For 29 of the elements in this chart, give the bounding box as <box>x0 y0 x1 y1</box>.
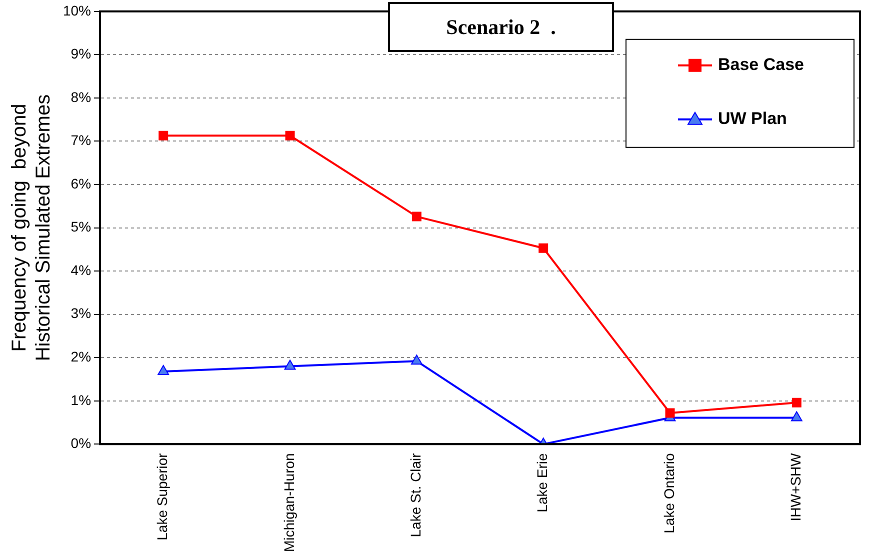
legend-label: UW Plan <box>718 109 787 128</box>
point <box>158 364 170 375</box>
y-tick-label: 2% <box>70 348 92 364</box>
point <box>792 398 802 408</box>
x-tick-label: Lake Ontario <box>660 452 677 534</box>
legend-label: Base Case <box>718 55 804 74</box>
x-tick-label: IHW+SHW <box>788 452 804 522</box>
point <box>790 411 802 422</box>
y-tick-label: 0% <box>70 435 92 452</box>
x-tick-label: Michigan-Huron <box>280 453 297 552</box>
y-tick-label: 7% <box>70 132 92 148</box>
y-tick-label: 8% <box>70 88 92 105</box>
point <box>158 130 168 140</box>
x-tick-label: Lake Erie <box>534 452 550 512</box>
point <box>285 130 295 140</box>
y-axis-title: Frequency of going beyond Historical Simulated Extremes <box>8 94 55 362</box>
y-tick-label: 1% <box>70 392 92 408</box>
x-tick-label: Lake Superior <box>154 452 170 540</box>
y-tick-label: 10% <box>62 2 92 18</box>
point <box>410 354 422 365</box>
x-tick-label: Lake St. Clair <box>408 452 424 538</box>
point <box>412 212 422 222</box>
y-tick-label: 5% <box>70 218 92 235</box>
y-tick-label: 9% <box>70 46 92 62</box>
y-tick-label: 3% <box>70 305 92 322</box>
y-tick-label: 4% <box>70 262 92 278</box>
point <box>538 243 548 253</box>
point <box>284 360 296 370</box>
y-tick-label: 6% <box>70 175 92 192</box>
